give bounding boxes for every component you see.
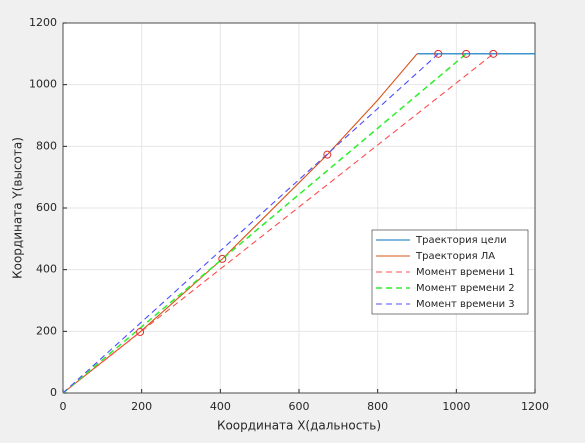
y-tick-label: 400 xyxy=(36,263,57,276)
legend-label: Момент времени 2 xyxy=(416,283,515,294)
x-tick-label: 600 xyxy=(289,400,310,413)
series-line xyxy=(62,53,494,394)
y-axis-title: Координата Y(высота) xyxy=(11,137,25,279)
series-line xyxy=(62,53,439,394)
x-tick-label: 800 xyxy=(367,400,388,413)
axes-box xyxy=(62,22,536,394)
x-tick-label: 400 xyxy=(210,400,231,413)
x-tick-label: 200 xyxy=(131,400,152,413)
y-tick-label: 600 xyxy=(36,201,57,214)
y-tick-label: 200 xyxy=(36,324,57,337)
legend-label: Момент времени 1 xyxy=(416,267,515,278)
y-tick-label: 0 xyxy=(50,386,57,399)
marker xyxy=(462,49,471,58)
marker xyxy=(323,150,332,159)
legend-label: Траектория ЛА xyxy=(415,251,495,262)
series-line xyxy=(62,53,467,394)
y-tick-label: 800 xyxy=(36,139,57,152)
y-tick-label: 1200 xyxy=(29,16,57,29)
marker xyxy=(489,49,498,58)
x-tick-label: 0 xyxy=(60,400,67,413)
marker xyxy=(218,254,227,263)
x-axis-title: Координата X(дальность) xyxy=(217,419,381,433)
marker xyxy=(136,327,145,336)
x-tick-label: 1000 xyxy=(442,400,470,413)
y-tick-label: 1000 xyxy=(29,78,57,91)
legend-label: Траектория цели xyxy=(415,235,507,246)
marker xyxy=(434,49,443,58)
legend-label: Момент времени 3 xyxy=(416,299,515,310)
x-tick-label: 1200 xyxy=(521,400,549,413)
